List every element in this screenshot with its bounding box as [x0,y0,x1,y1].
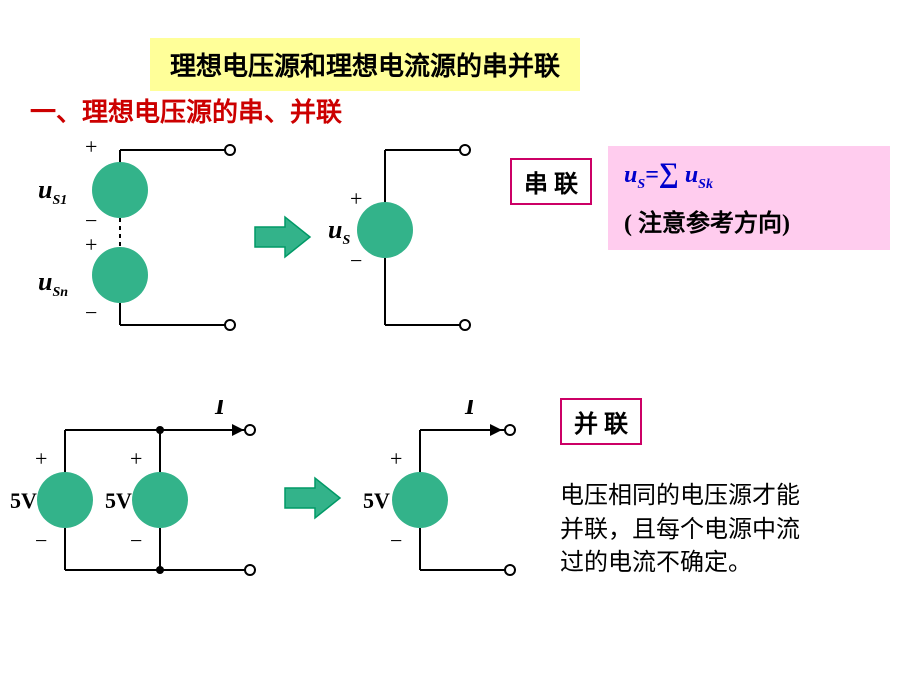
plus-sign: + [390,446,402,471]
plus-sign: + [130,446,142,471]
note-text: 电压相同的电压源才能并联，且每个电源中流过的电流不确定。 [560,480,820,581]
plus-sign: + [85,232,97,257]
minus-sign: − [85,208,97,233]
parallel-label: 并 联 [560,398,642,445]
arrow-icon [280,476,350,526]
page-title: 理想电压源和理想电流源的串并联 [150,38,580,91]
formula-box: uS=∑ uSk ( 注意参考方向) [608,146,890,250]
circuit-parallel-left: I + − + − 5V 5V [10,400,290,630]
label-us: uS [328,215,350,248]
formula-text: uS=∑ uSk [624,158,874,193]
minus-sign: − [130,528,142,553]
circuit-series-equiv: + − uS [320,130,500,340]
plus-sign: + [350,186,362,211]
circuit-series-left: + − + − uS1 uSn [30,130,260,340]
label-5v: 5V [10,488,37,513]
arrow-icon [250,215,320,265]
section-subtitle: 一、理想电压源的串、并联 [30,92,342,129]
label-us1: uS1 [38,175,67,208]
label-5v: 5V [363,488,390,513]
series-label: 串 联 [510,158,592,205]
label-usn: uSn [38,267,68,300]
plus-sign: + [35,446,47,471]
label-I: I [214,400,226,420]
minus-sign: − [85,300,97,325]
label-I: I [464,400,476,420]
minus-sign: − [390,528,402,553]
formula-note: ( 注意参考方向) [624,203,874,238]
circuit-parallel-equiv: I + − 5V [355,400,555,630]
label-5v: 5V [105,488,132,513]
plus-sign: + [85,134,97,159]
minus-sign: − [35,528,47,553]
minus-sign: − [350,248,362,273]
